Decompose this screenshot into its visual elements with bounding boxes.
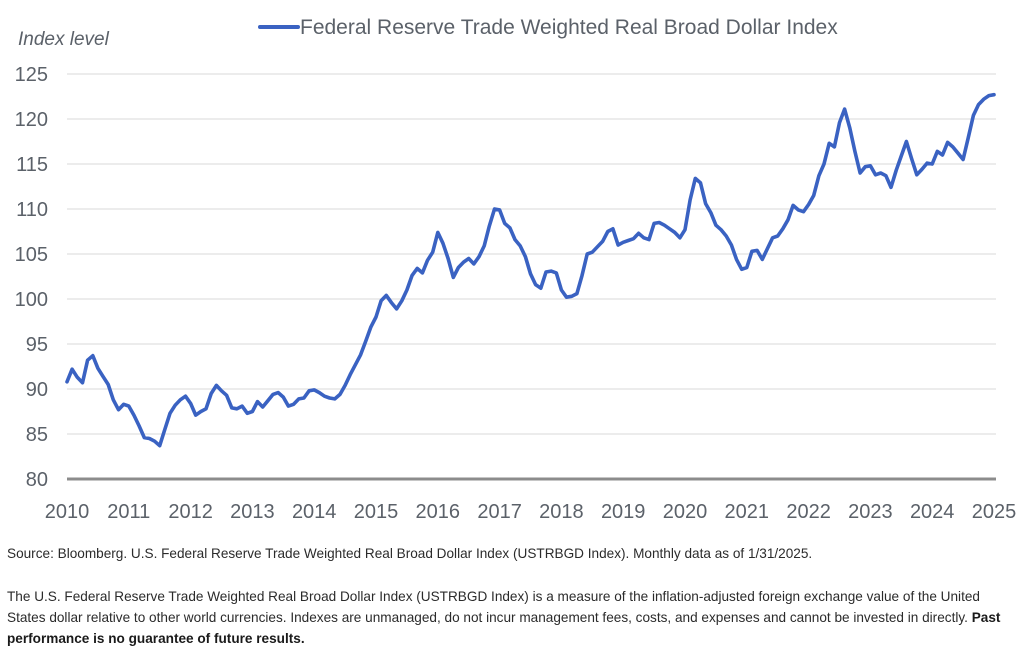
x-tick-label: 2019 (601, 501, 646, 523)
dollar-index-chart: Federal Reserve Trade Weighted Real Broa… (15, 16, 1017, 523)
y-tick-label: 120 (15, 109, 48, 131)
y-tick-label: 105 (15, 244, 48, 266)
x-tick-label: 2022 (786, 501, 831, 523)
series-layer (65, 92, 996, 448)
y-tick-label: 125 (15, 64, 48, 86)
x-tick-label: 2013 (230, 501, 275, 523)
x-tick-label: 2025 (972, 501, 1017, 523)
x-tick-label: 2020 (663, 501, 708, 523)
series-line (65, 92, 996, 448)
y-axis-ticks: 80 85 90 95 100 105 110 115 120 125 (15, 64, 48, 491)
legend: Federal Reserve Trade Weighted Real Broa… (258, 16, 838, 39)
x-tick-label: 2018 (539, 501, 584, 523)
x-tick-label: 2023 (848, 501, 893, 523)
x-tick-label: 2010 (45, 501, 90, 523)
disclaimer-bold-text: Past performance is no guarantee of futu… (7, 610, 1001, 646)
x-tick-label: 2024 (910, 501, 955, 523)
y-tick-label: 110 (16, 199, 48, 221)
x-tick-label: 2015 (354, 501, 399, 523)
x-tick-label: 2011 (107, 501, 150, 523)
y-tick-label: 115 (16, 154, 48, 176)
y-tick-label: 85 (26, 424, 48, 446)
y-tick-label: 80 (26, 469, 48, 491)
y-tick-label: 95 (26, 334, 48, 356)
x-tick-label: 2017 (477, 501, 522, 523)
y-tick-label: 90 (26, 379, 48, 401)
x-tick-label: 2021 (725, 501, 770, 523)
disclaimer-text: The U.S. Federal Reserve Trade Weighted … (7, 589, 980, 625)
x-tick-label: 2014 (292, 501, 337, 523)
source-note: Source: Bloomberg. U.S. Federal Reserve … (7, 546, 813, 561)
legend-label: Federal Reserve Trade Weighted Real Broa… (300, 16, 838, 39)
x-tick-label: 2012 (168, 501, 213, 523)
x-axis-ticks: 2010 2011 2012 2013 2014 2015 2016 2017 2018 2019… (45, 501, 1017, 523)
y-axis-title: Index level (18, 29, 110, 50)
disclaimer: The U.S. Federal Reserve Trade Weighted … (7, 586, 1019, 649)
gridlines (67, 73, 996, 435)
x-tick-label: 2016 (416, 501, 461, 523)
y-tick-label: 100 (15, 289, 48, 311)
